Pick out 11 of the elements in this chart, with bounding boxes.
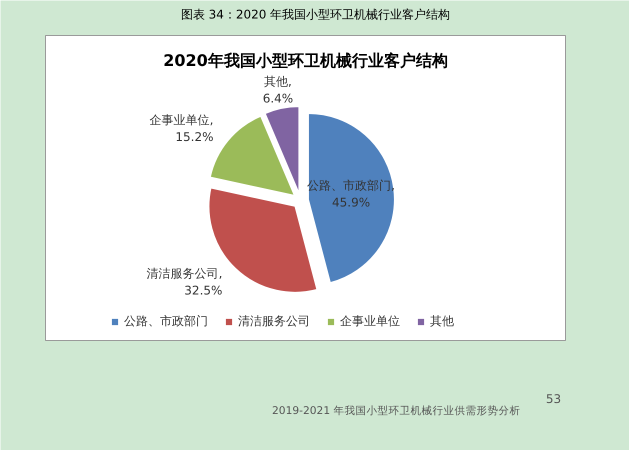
legend-label: 其他: [430, 313, 454, 330]
legend-label: 企事业单位: [340, 313, 400, 330]
data-label: 其他, 6.4%: [262, 74, 294, 106]
chart-title: 2020年我国小型环卫机械行业客户结构: [163, 51, 448, 70]
legend-label: 公路、市政部门: [124, 313, 208, 330]
data-label: 企事业单位, 15.2%: [150, 113, 214, 144]
data-label: 清洁服务公司, 32.5%: [146, 266, 222, 298]
text: 2019-2021 年我国小型环卫机械行业供需形势分析: [272, 404, 521, 417]
text: 53: [546, 392, 562, 406]
text: 图表 34：2020 年我国小型环卫机械行业客户结构: [180, 8, 450, 22]
legend-label: 清洁服务公司: [238, 313, 310, 330]
